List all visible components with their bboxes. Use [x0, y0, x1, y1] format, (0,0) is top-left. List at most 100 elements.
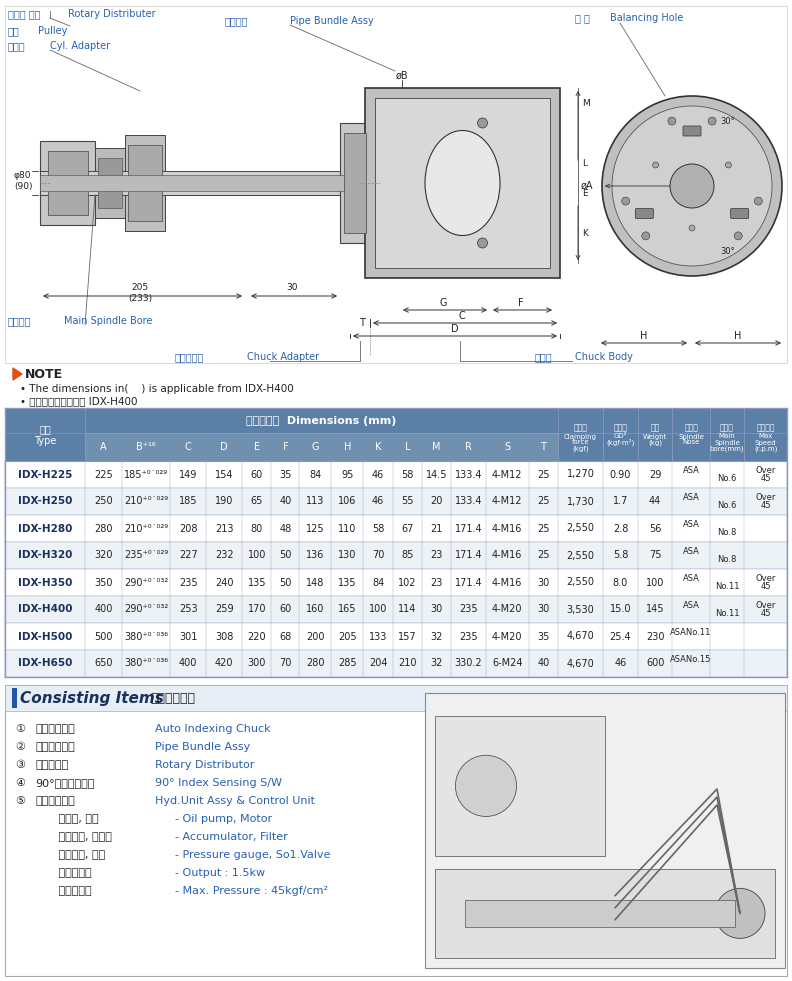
- Text: No.6: No.6: [718, 501, 737, 510]
- Text: 30: 30: [537, 604, 550, 614]
- Text: G: G: [312, 442, 319, 452]
- Text: 133.4: 133.4: [455, 470, 482, 480]
- Text: 204: 204: [369, 658, 387, 668]
- Circle shape: [689, 225, 695, 231]
- Text: 149: 149: [179, 470, 197, 480]
- Bar: [40, 171, 365, 195]
- Text: －蓄能器, 过滤器: －蓄能器, 过滤器: [55, 832, 112, 842]
- FancyBboxPatch shape: [731, 209, 748, 219]
- Text: 23: 23: [430, 550, 443, 560]
- Text: 32: 32: [430, 658, 443, 668]
- Text: 60: 60: [250, 470, 263, 480]
- Text: 350: 350: [94, 578, 112, 588]
- Text: 190: 190: [215, 496, 234, 506]
- Text: 157: 157: [398, 632, 417, 642]
- Text: 25: 25: [537, 550, 550, 560]
- Text: 46: 46: [615, 658, 626, 668]
- Text: øB: øB: [396, 71, 409, 81]
- Text: 205: 205: [338, 632, 356, 642]
- Text: 30: 30: [286, 284, 298, 292]
- Text: 25: 25: [537, 496, 550, 506]
- Text: ①: ①: [15, 724, 25, 734]
- Circle shape: [602, 96, 782, 276]
- Text: 46: 46: [372, 470, 384, 480]
- Text: Balancing Hole: Balancing Hole: [610, 13, 683, 23]
- Text: 208: 208: [179, 524, 197, 534]
- Text: 205: 205: [131, 284, 149, 292]
- Text: 自动分度卡盘: 自动分度卡盘: [35, 724, 74, 734]
- Text: 210⁺⁰˙⁰²⁹: 210⁺⁰˙⁰²⁹: [124, 496, 168, 506]
- Text: 185⁺⁰˙⁰²⁹: 185⁺⁰˙⁰²⁹: [124, 470, 168, 480]
- Text: 主要尺寸表  Dimensions (mm): 主要尺寸表 Dimensions (mm): [246, 416, 397, 426]
- Text: Rotary Distributor: Rotary Distributor: [155, 760, 254, 770]
- Circle shape: [653, 162, 659, 168]
- Text: F: F: [283, 442, 288, 452]
- Text: 400: 400: [94, 604, 112, 614]
- Text: Rotary Distributer: Rotary Distributer: [68, 9, 155, 19]
- Text: 165: 165: [338, 604, 356, 614]
- Text: ②: ②: [15, 742, 25, 752]
- Text: 40: 40: [280, 496, 291, 506]
- Bar: [40, 141, 95, 225]
- Text: 65: 65: [250, 496, 263, 506]
- Ellipse shape: [425, 130, 500, 235]
- Text: 4-M12: 4-M12: [492, 496, 523, 506]
- Text: No.8: No.8: [718, 528, 737, 537]
- Text: 160: 160: [307, 604, 325, 614]
- Text: 卡盘体: 卡盘体: [535, 352, 553, 362]
- Bar: [48, 151, 88, 215]
- Text: 84: 84: [310, 470, 322, 480]
- Text: 84: 84: [372, 578, 384, 588]
- Text: 主轴孔: 主轴孔: [720, 423, 734, 432]
- Bar: [5, 408, 787, 433]
- Text: 32: 32: [430, 632, 443, 642]
- Text: NOTE: NOTE: [25, 368, 63, 381]
- Text: D: D: [451, 324, 459, 334]
- Text: 衡 孔: 衡 孔: [575, 13, 590, 23]
- Text: 145: 145: [645, 604, 664, 614]
- Text: Spindle: Spindle: [678, 434, 704, 439]
- Text: 136: 136: [307, 550, 325, 560]
- Text: L: L: [405, 442, 410, 452]
- Text: A: A: [101, 442, 107, 452]
- Text: －压力表, 阀体: －压力表, 阀体: [55, 850, 105, 860]
- Text: 29: 29: [649, 470, 661, 480]
- Text: ④: ④: [15, 778, 25, 788]
- Bar: [5, 685, 787, 976]
- Text: H: H: [344, 442, 351, 452]
- FancyBboxPatch shape: [635, 209, 653, 219]
- Text: 56: 56: [649, 524, 661, 534]
- Text: M: M: [432, 442, 441, 452]
- Text: 2,550: 2,550: [566, 550, 595, 560]
- Text: 23: 23: [430, 578, 443, 588]
- Text: Auto Indexing Chuck: Auto Indexing Chuck: [155, 724, 271, 734]
- Text: 75: 75: [649, 550, 661, 560]
- Bar: [85, 433, 558, 461]
- Text: 253: 253: [179, 604, 197, 614]
- Text: 135: 135: [338, 578, 356, 588]
- Text: F: F: [518, 298, 524, 308]
- Circle shape: [478, 118, 488, 128]
- Text: H: H: [734, 331, 741, 341]
- Text: 102: 102: [398, 578, 417, 588]
- Text: 70: 70: [371, 550, 384, 560]
- Text: ASA: ASA: [683, 520, 699, 529]
- Bar: [5, 650, 787, 677]
- Text: 95: 95: [341, 470, 353, 480]
- Text: Consisting Items: Consisting Items: [20, 691, 164, 705]
- Text: IDX-H350: IDX-H350: [17, 578, 72, 588]
- Bar: [5, 623, 787, 650]
- Text: (r.p.m): (r.p.m): [754, 445, 778, 451]
- Text: 650: 650: [94, 658, 112, 668]
- Text: Over: Over: [756, 574, 776, 583]
- Text: - Output : 1.5kw: - Output : 1.5kw: [175, 868, 265, 878]
- Text: 20: 20: [430, 496, 443, 506]
- Text: (kgf): (kgf): [573, 445, 588, 451]
- Text: 600: 600: [646, 658, 664, 668]
- Polygon shape: [13, 368, 22, 380]
- Text: 235: 235: [459, 632, 478, 642]
- Text: L: L: [582, 159, 587, 168]
- Text: R: R: [465, 442, 472, 452]
- Text: Spindle: Spindle: [714, 439, 740, 445]
- Circle shape: [708, 117, 716, 125]
